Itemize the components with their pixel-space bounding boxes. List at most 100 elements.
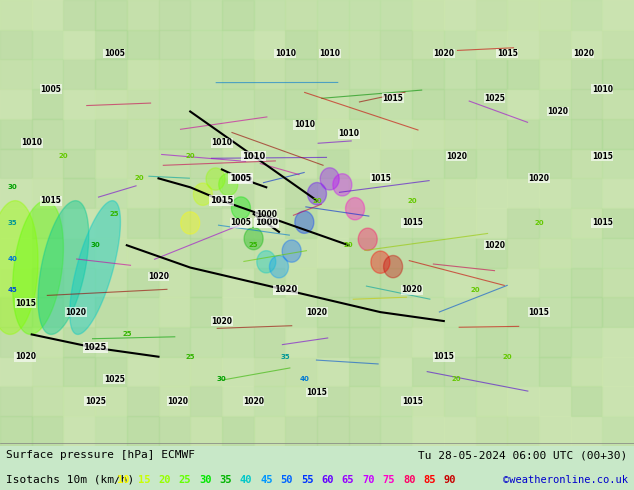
Text: 20: 20 bbox=[451, 376, 462, 382]
Text: 1010: 1010 bbox=[211, 138, 233, 147]
Text: 1020: 1020 bbox=[148, 272, 169, 281]
Text: 20: 20 bbox=[534, 220, 544, 226]
Bar bbox=[380, 119, 412, 148]
Bar bbox=[380, 327, 412, 357]
Bar bbox=[380, 268, 412, 297]
Bar bbox=[222, 89, 254, 119]
Bar bbox=[32, 297, 63, 327]
Text: 1005: 1005 bbox=[104, 49, 124, 58]
Bar bbox=[539, 357, 571, 387]
Bar bbox=[254, 327, 285, 357]
Text: 65: 65 bbox=[342, 475, 354, 485]
Polygon shape bbox=[193, 183, 212, 205]
Bar bbox=[317, 30, 349, 59]
Bar bbox=[507, 357, 539, 387]
Bar bbox=[444, 0, 476, 30]
Bar bbox=[602, 416, 634, 446]
Bar bbox=[254, 268, 285, 297]
Bar bbox=[0, 208, 32, 238]
Text: 1005: 1005 bbox=[230, 174, 252, 183]
Bar bbox=[32, 89, 63, 119]
Text: 1000: 1000 bbox=[255, 219, 278, 227]
Bar bbox=[380, 297, 412, 327]
Bar bbox=[158, 178, 190, 208]
Bar bbox=[285, 208, 317, 238]
Text: 40: 40 bbox=[240, 475, 252, 485]
Bar bbox=[158, 387, 190, 416]
Bar bbox=[444, 178, 476, 208]
Text: 25: 25 bbox=[179, 475, 191, 485]
Bar bbox=[32, 178, 63, 208]
Text: 35: 35 bbox=[219, 475, 232, 485]
Bar bbox=[222, 357, 254, 387]
Bar bbox=[32, 357, 63, 387]
Bar bbox=[32, 208, 63, 238]
Text: 40: 40 bbox=[8, 256, 18, 262]
Bar bbox=[476, 178, 507, 208]
Bar bbox=[222, 238, 254, 268]
Bar bbox=[349, 327, 380, 357]
Bar bbox=[285, 0, 317, 30]
Bar bbox=[380, 208, 412, 238]
Bar bbox=[539, 387, 571, 416]
Bar bbox=[254, 416, 285, 446]
Text: 85: 85 bbox=[424, 475, 436, 485]
Polygon shape bbox=[257, 251, 276, 273]
Bar bbox=[602, 148, 634, 178]
Bar bbox=[285, 238, 317, 268]
Bar bbox=[507, 59, 539, 89]
Bar bbox=[507, 327, 539, 357]
Text: 30: 30 bbox=[217, 376, 227, 382]
Bar bbox=[380, 387, 412, 416]
Bar bbox=[0, 148, 32, 178]
Bar bbox=[63, 238, 95, 268]
Bar bbox=[412, 268, 444, 297]
Text: 55: 55 bbox=[301, 475, 314, 485]
Bar bbox=[380, 178, 412, 208]
Polygon shape bbox=[358, 228, 377, 250]
Bar bbox=[63, 148, 95, 178]
Bar bbox=[571, 89, 602, 119]
Bar bbox=[95, 297, 127, 327]
Bar bbox=[158, 416, 190, 446]
Bar bbox=[190, 178, 222, 208]
Bar bbox=[32, 387, 63, 416]
Bar bbox=[285, 297, 317, 327]
Bar bbox=[95, 0, 127, 30]
Bar bbox=[32, 59, 63, 89]
Bar bbox=[539, 0, 571, 30]
Bar bbox=[507, 89, 539, 119]
Bar bbox=[190, 148, 222, 178]
Polygon shape bbox=[320, 168, 339, 190]
Bar bbox=[254, 357, 285, 387]
Bar bbox=[444, 357, 476, 387]
Bar bbox=[95, 30, 127, 59]
Bar bbox=[63, 59, 95, 89]
Bar bbox=[349, 89, 380, 119]
Bar bbox=[602, 30, 634, 59]
Bar bbox=[349, 148, 380, 178]
Bar bbox=[127, 208, 158, 238]
Bar bbox=[444, 208, 476, 238]
Bar bbox=[571, 416, 602, 446]
Text: 20: 20 bbox=[312, 197, 322, 204]
Text: 1010: 1010 bbox=[338, 129, 359, 138]
Bar bbox=[317, 89, 349, 119]
Text: 30: 30 bbox=[90, 242, 100, 248]
Bar bbox=[602, 327, 634, 357]
Bar bbox=[95, 208, 127, 238]
Bar bbox=[0, 297, 32, 327]
Bar bbox=[476, 89, 507, 119]
Polygon shape bbox=[333, 173, 352, 196]
Bar bbox=[476, 416, 507, 446]
Bar bbox=[63, 89, 95, 119]
Bar bbox=[254, 30, 285, 59]
Bar bbox=[222, 208, 254, 238]
Bar bbox=[127, 327, 158, 357]
Bar bbox=[254, 297, 285, 327]
Bar bbox=[571, 238, 602, 268]
Bar bbox=[158, 148, 190, 178]
Bar bbox=[63, 0, 95, 30]
Bar bbox=[222, 416, 254, 446]
Text: 1015: 1015 bbox=[497, 49, 517, 58]
